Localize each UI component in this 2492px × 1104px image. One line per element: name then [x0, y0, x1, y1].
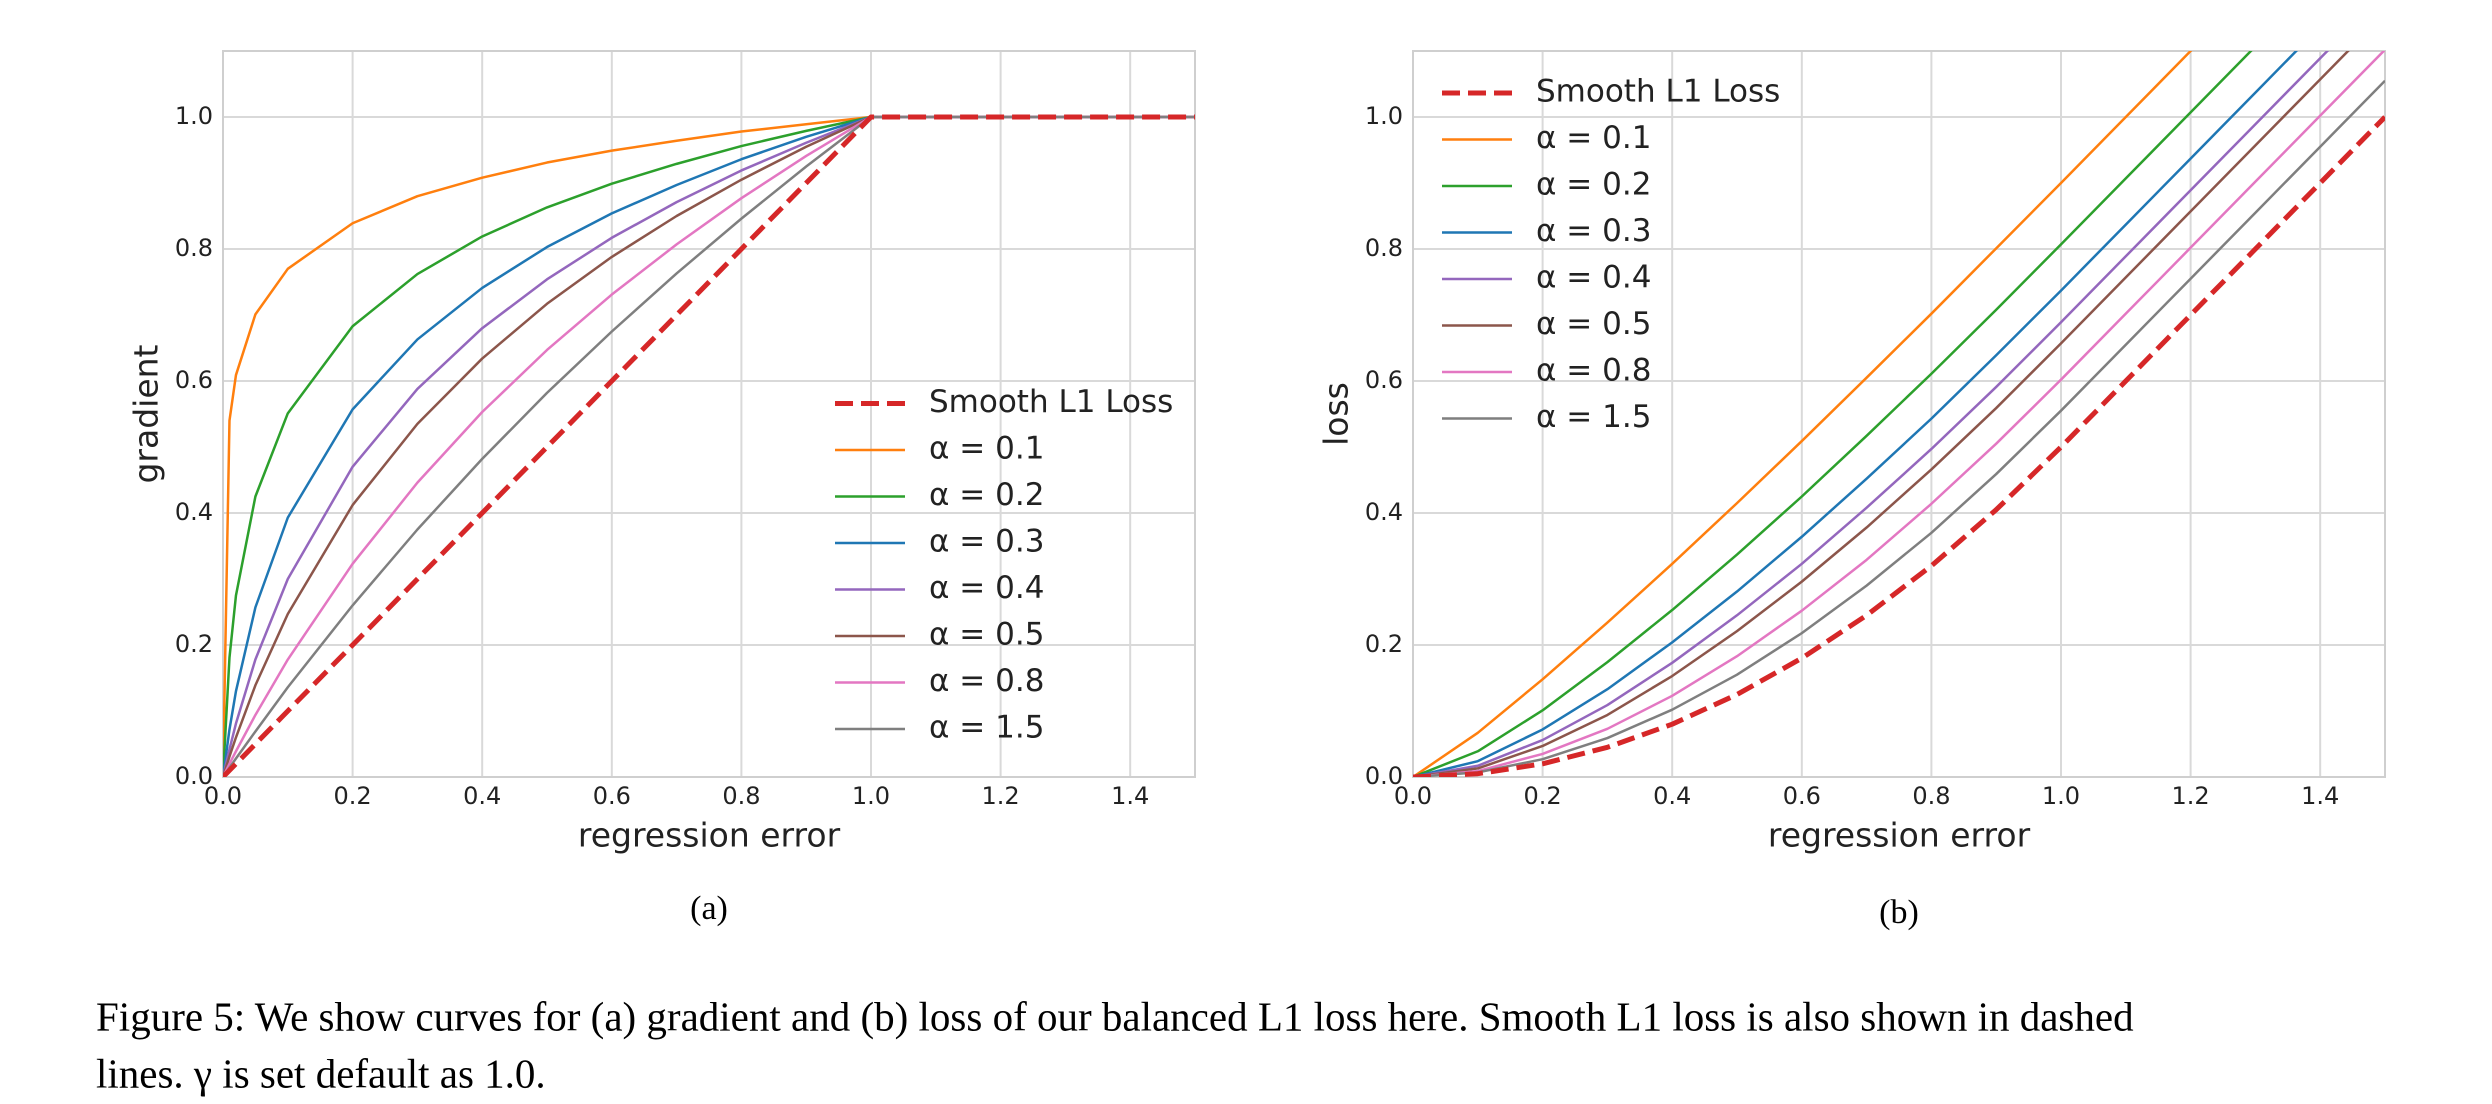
legend-label: α = 0.8: [929, 663, 1044, 699]
subplot: 0.0 0.2 0.4 0.6 0.8 1.0 1.2 1.4 0.0 0.2 0.4 0.6 0.8 1…: [127, 50, 1196, 927]
series-line: [1413, 51, 2298, 777]
legend-label: α = 0.4: [929, 570, 1044, 606]
legend-label: α = 0.1: [1536, 120, 1651, 156]
legend-label: α = 1.5: [929, 710, 1044, 746]
x-tick-label: 0.0: [1394, 782, 1432, 810]
legend-label: α = 0.4: [1536, 260, 1651, 296]
y-tick-label: 0.2: [175, 630, 213, 658]
series-line: [1413, 79, 2385, 777]
x-tick-label: 0.2: [1524, 782, 1562, 810]
series-line: [1413, 51, 2253, 777]
series-line: [1413, 115, 2385, 777]
y-tick-label: 1.0: [175, 102, 213, 130]
x-tick-label: 1.4: [2301, 782, 2339, 810]
x-tick-label: 0.8: [1912, 782, 1950, 810]
legend-label: α = 0.1: [929, 431, 1044, 467]
legend-label: α = 0.3: [1536, 213, 1651, 249]
legend-label: α = 1.5: [1536, 399, 1651, 435]
series-line: [1413, 51, 2330, 777]
x-tick-label: 1.4: [1111, 782, 1149, 810]
caption-line: Figure 5: We show curves for (a) gradien…: [96, 993, 2134, 1039]
legend-label: α = 0.8: [1536, 353, 1651, 389]
x-tick-label: 0.4: [463, 782, 501, 810]
x-tick-label: 0.8: [722, 782, 760, 810]
x-tick-label: 0.6: [1783, 782, 1821, 810]
series-line: [1413, 51, 2385, 777]
subplot-label: (a): [690, 890, 728, 927]
legend-label: Smooth L1 Loss: [1536, 74, 1780, 110]
y-tick-label: 0.4: [1365, 498, 1403, 526]
x-tick-label: 0.4: [1653, 782, 1691, 810]
y-axis-label: gradient: [127, 344, 166, 483]
x-tick-label: 1.0: [2042, 782, 2080, 810]
x-tick-label: 1.2: [982, 782, 1020, 810]
y-tick-label: 0.6: [1365, 366, 1403, 394]
plot-frame: [222, 50, 1196, 778]
y-tick-label: 0.2: [1365, 630, 1403, 658]
x-tick-label: 1.2: [2172, 782, 2210, 810]
y-tick-label: 0.6: [175, 366, 213, 394]
series-line: [1413, 51, 2350, 777]
legend-label: α = 0.2: [929, 477, 1044, 513]
y-tick-label: 0.0: [1365, 762, 1403, 790]
x-tick-label: 0.6: [593, 782, 631, 810]
y-tick-label: 0.0: [175, 762, 213, 790]
plot-frame: [1412, 50, 2386, 778]
x-axis-label: regression error: [1768, 816, 2031, 855]
y-tick-label: 0.8: [175, 234, 213, 262]
subplot-label: (b): [1879, 894, 1919, 931]
legend-label: α = 0.3: [929, 524, 1044, 560]
x-axis-label: regression error: [578, 816, 841, 855]
legend-label: α = 0.5: [1536, 306, 1651, 342]
y-axis-label: loss: [1317, 382, 1356, 446]
x-tick-label: 0.2: [334, 782, 372, 810]
legend-label: α = 0.5: [929, 617, 1044, 653]
y-tick-label: 0.8: [1365, 234, 1403, 262]
subplot: 0.0 0.2 0.4 0.6 0.8 1.0 1.2 1.4 0.0 0.2 0.4 0.6 0.8 1…: [1317, 50, 2386, 931]
series-line: [1413, 51, 2193, 777]
caption-line: lines. γ is set default as 1.0.: [96, 1050, 546, 1096]
legend-label: Smooth L1 Loss: [929, 384, 1173, 420]
y-tick-label: 0.4: [175, 498, 213, 526]
x-tick-label: 1.0: [852, 782, 890, 810]
y-tick-label: 1.0: [1365, 102, 1403, 130]
legend-label: α = 0.2: [1536, 167, 1651, 203]
x-tick-label: 0.0: [204, 782, 242, 810]
series-line: [223, 114, 1195, 777]
